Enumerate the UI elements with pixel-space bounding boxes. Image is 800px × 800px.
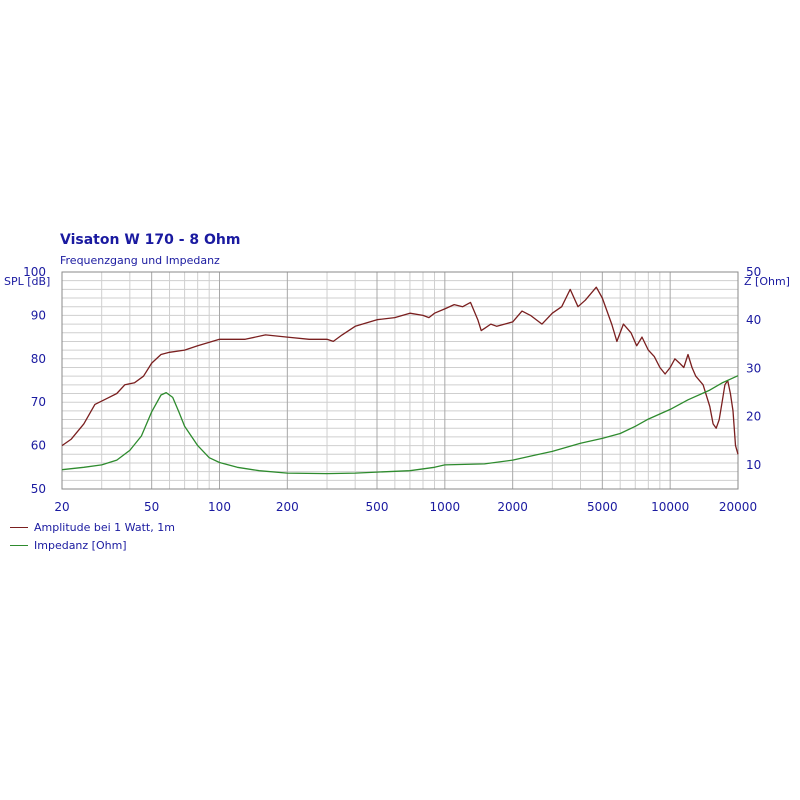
x-tick-label: 10000 (651, 500, 689, 514)
series-line-impedance (61, 375, 739, 475)
legend: Amplitude bei 1 Watt, 1m Impedanz [Ohm] (10, 518, 175, 554)
legend-swatch-amplitude (10, 526, 28, 528)
y-right-tick-label: 20 (746, 410, 761, 424)
y-axis-left-label: SPL [dB] (4, 275, 50, 288)
y-axis-right-label: Z [Ohm] (744, 275, 790, 288)
legend-label-impedance: Impedanz [Ohm] (34, 538, 127, 552)
y-left-tick-label: 50 (31, 482, 46, 496)
y-left-tick-label: 80 (31, 352, 46, 366)
x-tick-label: 20000 (719, 500, 757, 514)
x-tick-label: 1000 (430, 500, 461, 514)
y-right-tick-label: 50 (746, 265, 761, 279)
x-tick-label: 2000 (497, 500, 528, 514)
x-tick-label: 100 (208, 500, 231, 514)
legend-item-amplitude: Amplitude bei 1 Watt, 1m (10, 518, 175, 536)
x-tick-label: 5000 (587, 500, 618, 514)
y-left-tick-label: 60 (31, 439, 46, 453)
legend-label-amplitude: Amplitude bei 1 Watt, 1m (34, 520, 175, 534)
chart-subtitle: Frequenzgang und Impedanz (60, 254, 220, 267)
legend-item-impedance: Impedanz [Ohm] (10, 536, 175, 554)
y-right-tick-label: 10 (746, 458, 761, 472)
x-tick-label: 50 (144, 500, 159, 514)
grid (62, 272, 738, 489)
y-left-tick-label: 70 (31, 395, 46, 409)
legend-swatch-impedance (10, 544, 28, 546)
axes: 20 50 100 200 500 1000 2000 5000 10000 20000 50 60 7… (23, 265, 761, 514)
x-tick-label: 20 (54, 500, 69, 514)
chart-title: Visaton W 170 - 8 Ohm (60, 232, 241, 248)
y-left-tick-label: 90 (31, 308, 46, 322)
y-right-tick-label: 40 (746, 313, 761, 327)
plot-frame (61, 271, 739, 490)
y-right-tick-label: 30 (746, 361, 761, 375)
series-line-amplitude (61, 286, 739, 455)
x-tick-label: 500 (366, 500, 389, 514)
x-tick-label: 200 (276, 500, 299, 514)
y-left-tick-label: 100 (23, 265, 46, 279)
series-group (61, 286, 739, 475)
